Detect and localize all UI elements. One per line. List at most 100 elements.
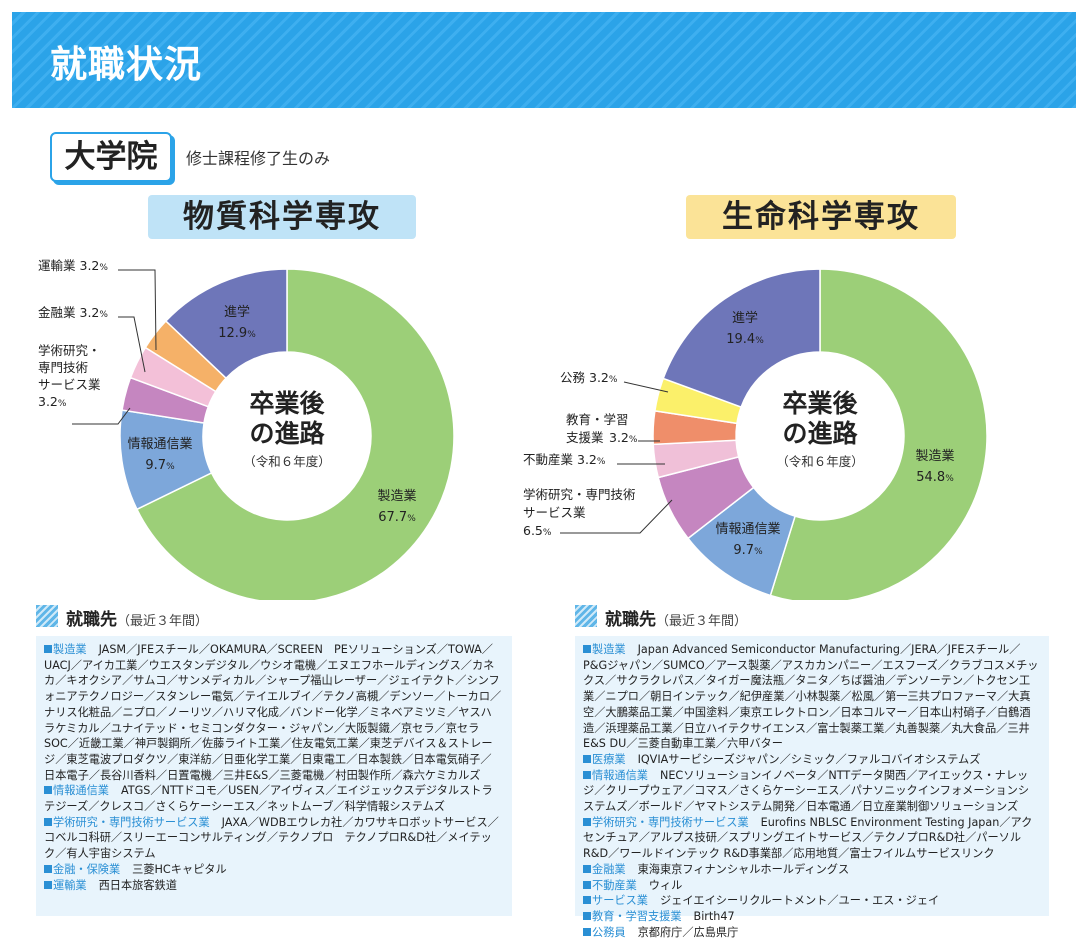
slice-label-advance-value: 19.4% xyxy=(726,332,764,347)
page-header: 就職状況 xyxy=(12,12,1076,108)
company-list: Birth47 xyxy=(693,909,735,923)
slice-label-research-line1: 学術研究・専門技術 xyxy=(523,487,636,502)
employment-category: 学術研究・専門技術サービス業 JAXA／WDBエウレカ社／カワサキロボットサービス… xyxy=(44,815,502,862)
company-list: JASM／JFEスチール／OKAMURA／SCREEN PEソリューションズ／T… xyxy=(44,643,502,782)
employment-list-materials: 製造業 JASM／JFEスチール／OKAMURA／SCREEN PEソリューション… xyxy=(36,636,512,916)
slice-1 xyxy=(769,268,988,600)
employment-category: 公務員 京都府庁／広島県庁 xyxy=(583,925,1039,941)
slice-label-manufacturing-value: 54.8% xyxy=(916,470,954,485)
company-list: ウィル xyxy=(648,878,683,892)
slice-label-finance-line1: 金融業 3.2% xyxy=(38,305,108,320)
category-name: 情報通信業 xyxy=(583,769,648,782)
slice-label-realestate-line1: 不動産業 3.2% xyxy=(523,452,606,467)
employment-category: 医療業 IQVIAサービシーズジャパン／シミック／ファルコバイオシステムズ xyxy=(583,752,1039,768)
company-list: 京都府庁／広島県庁 xyxy=(637,925,739,939)
chart-title-materials: 物質科学専攻 xyxy=(148,195,416,239)
company-list: Japan Advanced Semiconductor Manufacturi… xyxy=(583,643,1039,751)
slice-label-manufacturing: 製造業 xyxy=(915,448,954,464)
employment-title: 就職先 xyxy=(66,610,117,630)
employment-category: 金融・保険業 三菱HCキャピタル xyxy=(44,862,502,878)
category-name: 学術研究・専門技術サービス業 xyxy=(583,816,749,829)
center-label-year: （令和６年度） xyxy=(776,454,864,469)
graduate-note: 修士課程修了生のみ xyxy=(186,149,331,168)
slice-label-transport-leader xyxy=(118,269,157,351)
center-label-line1: 卒業後 xyxy=(782,389,858,418)
employment-category: 金融業 東海東京フィナンシャルホールディングス xyxy=(583,862,1039,878)
slice-label-research-line2: 専門技術 xyxy=(38,360,88,375)
slice-label-research-line1: 学術研究・ xyxy=(38,343,101,358)
slice-label-it: 情報通信業 xyxy=(715,521,780,537)
category-name: 情報通信業 xyxy=(44,784,109,797)
company-list: ATGS／NTTドコモ／USEN／アイヴィス／エイジェックスデジタルストラテジー… xyxy=(44,784,493,814)
category-name: 金融業 xyxy=(583,863,626,876)
slice-1 xyxy=(135,268,455,600)
slice-label-research-line2: サービス業 xyxy=(523,505,586,520)
donut-charts: 卒業後の進路（令和６年度）製造業67.7%情報通信業9.7%学術研究・専門技術サ… xyxy=(38,258,988,600)
employment-category: 製造業 Japan Advanced Semiconductor Manufact… xyxy=(583,642,1039,752)
category-name: サービス業 xyxy=(583,894,648,907)
slice-label-it-value: 9.7% xyxy=(733,543,763,558)
employment-category: 運輸業 西日本旅客鉄道 xyxy=(44,878,502,894)
slice-7 xyxy=(662,268,821,409)
slice-label-education-value: 3.2% xyxy=(609,430,638,445)
slice-label-research-value: 6.5% xyxy=(523,523,552,538)
company-list: Eurofins NBLSC Environment Testing Japan… xyxy=(583,815,1033,861)
slice-label-public-line1: 公務 3.2% xyxy=(560,370,618,385)
company-list: NECソリューションイノベータ／NTTデータ関西／アイエックス・ナレッジ／クリー… xyxy=(583,768,1030,814)
center-label-line1: 卒業後 xyxy=(249,389,325,418)
category-name: 公務員 xyxy=(583,926,626,939)
company-list: IQVIAサービシーズジャパン／シミック／ファルコバイオシステムズ xyxy=(637,752,981,766)
company-list: 東海東京フィナンシャルホールディングス xyxy=(637,862,850,876)
employment-subtitle: （最近３年間） xyxy=(117,614,209,629)
slice-label-research-leader xyxy=(72,407,131,425)
employment-title: 就職先 xyxy=(605,610,656,630)
slice-label-research-value: 3.2% xyxy=(38,394,67,409)
slice-label-research-leader xyxy=(560,499,673,534)
employment-category: 教育・学習支援業 Birth47 xyxy=(583,909,1039,925)
employment-category: 製造業 JASM／JFEスチール／OKAMURA／SCREEN PEソリューション… xyxy=(44,642,502,783)
center-label-line2: の進路 xyxy=(782,419,858,448)
category-name: 不動産業 xyxy=(583,879,637,892)
graduate-label: 大学院 xyxy=(50,132,172,182)
heading-hatch-icon xyxy=(36,605,58,627)
slice-label-transport-line1: 運輸業 3.2% xyxy=(38,258,108,273)
page-title: 就職状況 xyxy=(50,43,202,86)
heading-hatch-icon xyxy=(575,605,597,627)
slice-label-advance: 進学 xyxy=(732,310,758,326)
slice-label-education-line1: 教育・学習 xyxy=(566,412,629,427)
category-name: 教育・学習支援業 xyxy=(583,910,682,923)
company-list: JAXA／WDBエウレカ社／カワサキロボットサービス／コベルコ科研／スリーエーコ… xyxy=(44,815,499,861)
slice-label-research-line3: サービス業 xyxy=(38,377,101,392)
category-name: 製造業 xyxy=(583,643,626,656)
slice-label-it: 情報通信業 xyxy=(127,436,192,452)
slice-label-education-line2: 支援業 xyxy=(566,430,604,445)
company-list: 西日本旅客鉄道 xyxy=(98,878,177,892)
employment-category: 不動産業 ウィル xyxy=(583,878,1039,894)
category-name: 医療業 xyxy=(583,753,626,766)
employment-list-life: 製造業 Japan Advanced Semiconductor Manufact… xyxy=(575,636,1049,939)
slice-6 xyxy=(164,268,288,380)
center-label-line2: の進路 xyxy=(249,419,325,448)
employment-category: 学術研究・専門技術サービス業 Eurofins NBLSC Environment… xyxy=(583,815,1039,862)
employment-category: 情報通信業 NECソリューションイノベータ／NTTデータ関西／アイエックス・ナレッ… xyxy=(583,768,1039,815)
employment-subtitle: （最近３年間） xyxy=(656,614,748,629)
slice-label-manufacturing: 製造業 xyxy=(377,488,416,504)
slice-label-advance-value: 12.9% xyxy=(218,326,256,341)
chart-title-life: 生命科学専攻 xyxy=(686,195,956,239)
slice-label-public-leader xyxy=(623,381,669,393)
category-name: 学術研究・専門技術サービス業 xyxy=(44,816,210,829)
slice-label-it-value: 9.7% xyxy=(145,458,175,473)
company-list: ジェイエイシーリクルートメント／ユー・エス・ジェイ xyxy=(659,894,940,908)
company-list: 三菱HCキャピタル xyxy=(132,862,227,876)
slice-label-advance: 進学 xyxy=(224,304,250,320)
slice-label-manufacturing-value: 67.7% xyxy=(378,510,416,525)
slice-label-finance-leader xyxy=(118,316,146,373)
employment-category: サービス業 ジェイエイシーリクルートメント／ユー・エス・ジェイ xyxy=(583,893,1039,909)
category-name: 運輸業 xyxy=(44,879,87,892)
category-name: 製造業 xyxy=(44,643,87,656)
center-label-year: （令和６年度） xyxy=(243,454,331,469)
employment-category: 情報通信業 ATGS／NTTドコモ／USEN／アイヴィス／エイジェックスデジタルス… xyxy=(44,783,502,814)
category-name: 金融・保険業 xyxy=(44,863,120,876)
